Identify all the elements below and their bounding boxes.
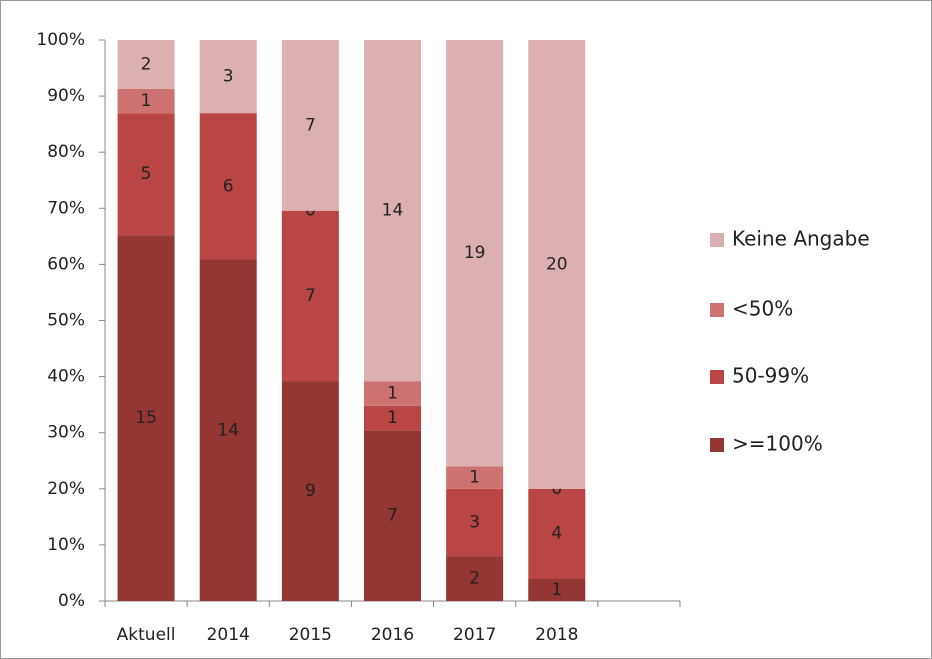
y-tick-label: 70% — [47, 198, 85, 218]
legend-swatch — [710, 370, 724, 384]
y-tick-label: 0% — [58, 591, 85, 611]
data-label: 1 — [141, 91, 152, 111]
y-tick-label: 10% — [47, 535, 85, 555]
bar-segment — [199, 113, 257, 260]
legend-label: Keine Angabe — [732, 227, 870, 251]
x-tick-label: Aktuell — [117, 625, 176, 645]
bar-segment — [446, 40, 504, 467]
y-tick-label: 90% — [47, 86, 85, 106]
bar-segment — [364, 405, 421, 431]
bar-segment — [364, 430, 421, 601]
bar-segment — [281, 381, 339, 601]
data-label: 7 — [305, 286, 316, 306]
bar-segment — [446, 466, 504, 489]
y-tick-label: 40% — [47, 367, 85, 387]
legend-label: <50% — [732, 297, 793, 321]
data-label: 14 — [217, 420, 239, 440]
bar-segment — [364, 381, 421, 406]
y-tick-label: 60% — [47, 254, 85, 274]
data-label: 5 — [141, 164, 152, 184]
bar-segment — [199, 259, 257, 601]
y-tick-label: 20% — [47, 479, 85, 499]
y-tick-label: 100% — [36, 30, 85, 50]
bar-segment — [199, 40, 257, 114]
data-label: 3 — [223, 67, 234, 87]
data-label: 14 — [382, 201, 404, 221]
bar-segment — [281, 40, 339, 211]
data-label: 2 — [469, 569, 480, 589]
data-label: 7 — [387, 506, 398, 526]
bar-segment — [117, 88, 175, 114]
data-label: 9 — [305, 481, 316, 501]
data-label: 2 — [141, 54, 152, 74]
x-tick-label: 2016 — [371, 625, 414, 645]
data-label: 1 — [469, 468, 480, 488]
bar-segment — [117, 40, 175, 89]
y-tick-label: 30% — [47, 423, 85, 443]
data-label: 6 — [223, 176, 234, 196]
x-tick-label: 2014 — [207, 625, 250, 645]
bar-segment — [364, 40, 421, 382]
data-label: 3 — [469, 512, 480, 532]
bar-segment — [446, 488, 504, 557]
x-tick-label: 2017 — [453, 625, 496, 645]
bar-segment — [528, 578, 586, 601]
legend-label: 50-99% — [732, 364, 809, 388]
legend-swatch — [710, 303, 724, 317]
bar-segment — [117, 113, 175, 236]
legend-swatch — [710, 438, 724, 452]
data-label: 1 — [387, 384, 398, 404]
bar-segment — [528, 488, 586, 579]
x-tick-label: 2015 — [289, 625, 332, 645]
x-tick-label: 2018 — [535, 625, 578, 645]
bar-segment — [117, 235, 175, 601]
data-label: 19 — [464, 243, 486, 263]
legend-swatch — [710, 233, 724, 247]
y-tick-label: 80% — [47, 142, 85, 162]
bar-segment — [281, 210, 339, 382]
bar-segment — [528, 40, 586, 489]
y-tick-label: 50% — [47, 311, 85, 331]
data-label: 15 — [135, 408, 157, 428]
data-label: 7 — [305, 115, 316, 135]
legend-label: >=100% — [732, 432, 823, 456]
data-label: 1 — [551, 580, 562, 600]
bar-segment — [446, 556, 504, 601]
data-label: 1 — [387, 408, 398, 428]
data-label: 20 — [546, 254, 568, 274]
data-label: 4 — [551, 524, 562, 544]
